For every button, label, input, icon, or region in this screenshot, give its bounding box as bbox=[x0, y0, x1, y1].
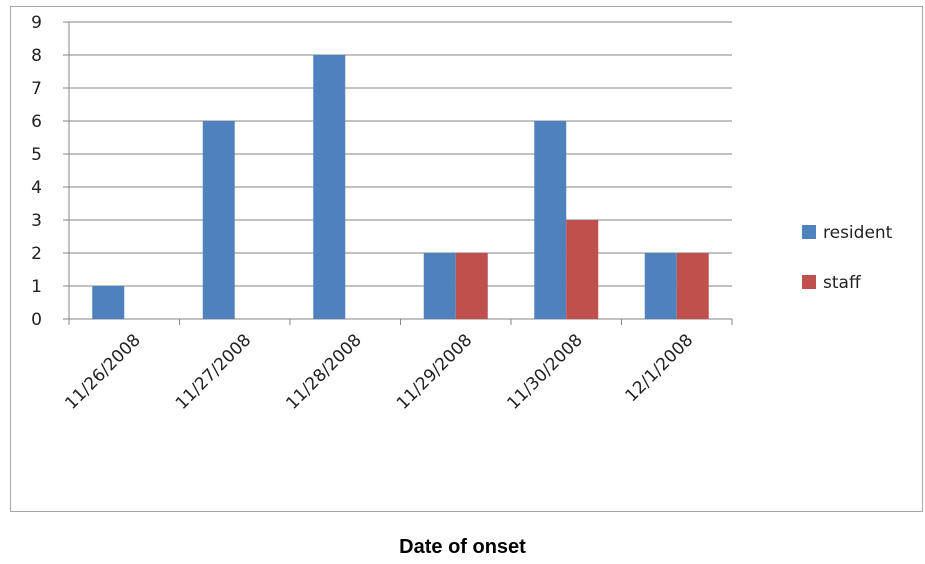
y-tick-label: 2 bbox=[31, 244, 42, 264]
legend-swatch-staff bbox=[802, 275, 816, 289]
x-tick-label: 11/28/2008 bbox=[282, 330, 365, 413]
x-axis-title: Date of onset bbox=[399, 536, 526, 558]
y-tick-label: 3 bbox=[31, 211, 42, 231]
x-tick-labels: 11/26/2008 11/27/2008 11/28/2008 11/29/2008… bbox=[61, 330, 697, 413]
legend-label-resident: resident bbox=[823, 223, 893, 243]
y-tick-label: 5 bbox=[31, 145, 42, 165]
legend-label-staff: staff bbox=[823, 273, 862, 293]
legend: resident staff bbox=[802, 223, 893, 293]
bar-resident-1 bbox=[202, 121, 235, 319]
bar-staff-4 bbox=[566, 220, 599, 319]
bars bbox=[92, 55, 709, 319]
gridlines bbox=[69, 21, 732, 287]
axes bbox=[63, 21, 733, 325]
x-tick-label: 11/26/2008 bbox=[61, 330, 144, 413]
bar-resident-4 bbox=[534, 121, 567, 319]
legend-swatch-resident bbox=[802, 225, 816, 239]
bar-staff-5 bbox=[676, 253, 709, 319]
x-tick-label: 12/1/2008 bbox=[622, 330, 698, 406]
x-tick-label: 11/30/2008 bbox=[503, 330, 586, 413]
bar-chart: 0 1 2 3 4 5 6 7 8 9 11/26/2008 11/27/2008 11/28/200… bbox=[31, 13, 893, 414]
y-tick-label: 4 bbox=[31, 178, 42, 198]
bar-resident-3 bbox=[423, 253, 456, 319]
y-tick-label: 8 bbox=[31, 46, 42, 66]
x-tick-label: 11/29/2008 bbox=[393, 330, 476, 413]
y-tick-label: 9 bbox=[31, 13, 42, 33]
bar-resident-2 bbox=[313, 55, 346, 319]
y-tick-label: 1 bbox=[31, 277, 42, 297]
y-tick-label: 6 bbox=[31, 112, 42, 132]
x-tick-label: 11/27/2008 bbox=[172, 330, 255, 413]
y-tick-labels: 0 1 2 3 4 5 6 7 8 9 bbox=[31, 13, 42, 330]
bar-resident-5 bbox=[644, 253, 677, 319]
bar-staff-3 bbox=[455, 253, 488, 319]
bar-resident-0 bbox=[92, 286, 125, 319]
y-tick-label: 7 bbox=[31, 79, 42, 99]
y-tick-label: 0 bbox=[31, 310, 42, 330]
